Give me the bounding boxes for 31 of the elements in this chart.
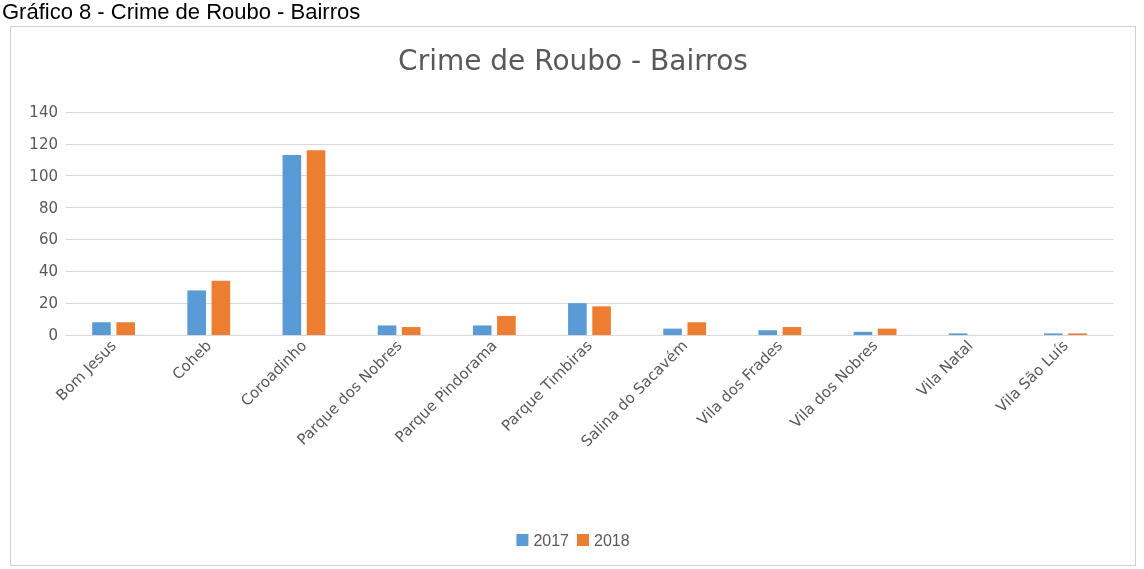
bar [187,290,206,335]
bar [306,150,326,335]
bar [377,325,397,335]
legend-label: 2018 [594,531,630,549]
bar [282,155,302,335]
bar [472,325,492,335]
y-tick-label: 80 [38,198,58,217]
bar [758,330,778,335]
bar [568,303,587,335]
bar [877,328,897,335]
bar [687,322,707,335]
bar [663,328,682,335]
y-tick-label: 100 [29,166,58,185]
bar [497,315,516,335]
bar [853,331,873,335]
y-tick-label: 60 [38,230,58,249]
y-tick-label: 140 [29,103,58,121]
legend-label: 2017 [533,531,570,549]
bar [116,322,136,335]
y-tick-label: 40 [38,262,58,281]
y-tick-label: 20 [38,294,58,313]
x-tick-label: Vila São Luís [992,336,1072,417]
chart-title: Crime de Roubo - Bairros [398,43,748,77]
bar [782,327,802,335]
bar [401,327,421,335]
y-tick-label: 120 [29,134,58,153]
bar [211,280,231,335]
y-tick-label: 0 [48,326,58,344]
text: Gráfico 8 - Crime de Roubo - Bairros [2,0,361,24]
bar [92,322,111,335]
bar [592,306,611,335]
